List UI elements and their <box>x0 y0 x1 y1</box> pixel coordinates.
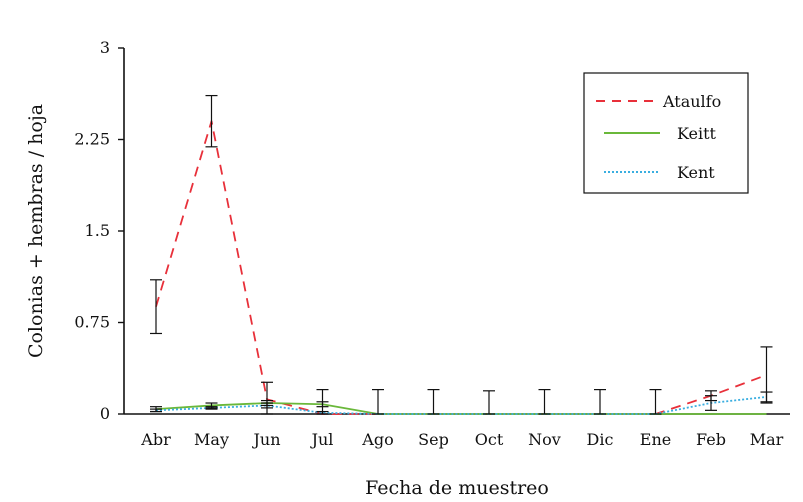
x-tick-label-ene: Ene <box>640 430 671 449</box>
x-axis-title: Fecha de muestreo <box>365 477 549 499</box>
error-bar-kent-11 <box>760 391 773 403</box>
y-tick-label-1: 0.75 <box>74 313 110 332</box>
error-bar-ataulfo-7 <box>538 389 551 415</box>
legend-label-ataulfo: Ataulfo <box>662 92 721 111</box>
series-line-kent <box>155 396 767 415</box>
error-bar-ataulfo-0 <box>150 279 162 335</box>
x-tick-label-nov: Nov <box>528 430 561 449</box>
error-bar-kent-2 <box>261 402 273 409</box>
error-bar-keitt-3 <box>316 401 329 408</box>
x-tick-label-abr: Abr <box>140 430 171 449</box>
y-axis-title: Colonias + hembras / hoja <box>25 104 47 358</box>
x-tick-label-mar: Mar <box>750 430 784 449</box>
error-bars <box>150 94 773 415</box>
x-tick-label-may: May <box>194 430 229 449</box>
legend-label-keitt: Keitt <box>677 124 717 143</box>
x-tick-label-ago: Ago <box>361 430 393 449</box>
y-tick-label-4: 3 <box>100 38 110 57</box>
x-tick-label-oct: Oct <box>475 430 504 449</box>
series-lines <box>155 120 767 415</box>
error-bar-ataulfo-9 <box>649 389 662 415</box>
error-bar-kent-3 <box>316 410 329 415</box>
y-tick-label-2: 1.5 <box>85 221 110 240</box>
series-line-ataulfo <box>155 120 767 415</box>
x-tick-label-jun: Jun <box>251 430 280 449</box>
x-tick-label-jul: Jul <box>310 430 334 449</box>
legend-label-kent: Kent <box>677 163 715 182</box>
x-ticks: Abr May Jun Jul Ago Sep Oct Nov Dic Ene Feb Mar <box>140 430 783 449</box>
x-tick-label-dic: Dic <box>587 430 614 449</box>
x-tick-label-sep: Sep <box>418 430 449 449</box>
error-bar-kent-10 <box>705 395 717 411</box>
y-tick-label-0: 0 <box>100 404 110 423</box>
error-bar-kent-0 <box>150 408 162 413</box>
error-bar-ataulfo-1 <box>205 94 218 148</box>
error-bar-ataulfo-6 <box>483 390 495 415</box>
y-ticks: 0 0.75 1.5 2.25 3 <box>74 38 124 423</box>
error-bar-ataulfo-4 <box>372 389 384 415</box>
error-bar-kent-1 <box>205 406 218 410</box>
error-bar-ataulfo-8 <box>594 389 606 415</box>
x-tick-label-feb: Feb <box>696 430 726 449</box>
error-bar-ataulfo-2 <box>261 381 273 415</box>
error-bar-ataulfo-5 <box>427 389 440 415</box>
legend: Ataulfo Keitt Kent <box>583 72 749 194</box>
y-tick-label-3: 2.25 <box>74 130 110 149</box>
